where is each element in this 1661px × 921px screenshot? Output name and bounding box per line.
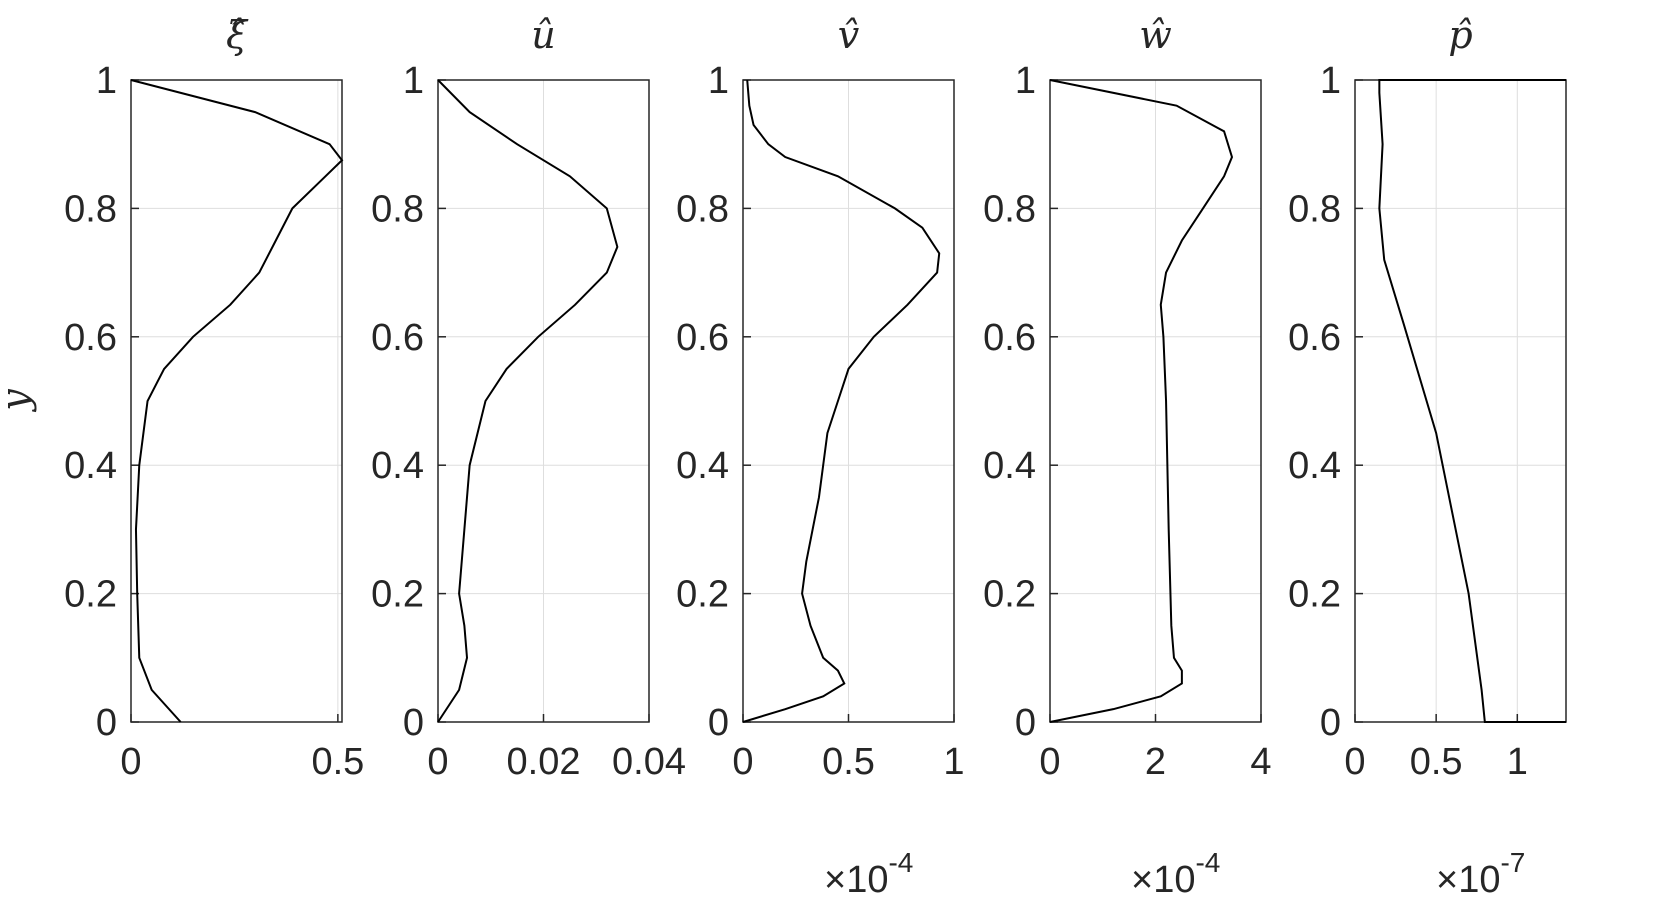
y-tick-label: 0.8	[676, 188, 729, 230]
y-tick-label: 0.2	[676, 574, 729, 616]
x-tick-label: 0.04	[612, 741, 686, 783]
x-exponent: ×10-7	[1436, 847, 1525, 901]
y-tick-label: 0.8	[64, 188, 117, 230]
x-tick-label: 0.5	[1410, 741, 1463, 783]
x-tick-label: 1	[943, 741, 964, 783]
y-tick-label: 0.8	[1288, 188, 1341, 230]
exponent-power: -7	[1500, 847, 1525, 878]
x-tick-label: 0.02	[507, 741, 581, 783]
subplot-title: ξ̂	[226, 13, 249, 57]
y-axis-label: y	[0, 389, 37, 413]
y-tick-label: 0.4	[676, 445, 729, 487]
y-tick-label: 1	[1320, 60, 1341, 102]
x-tick-label: 0	[120, 741, 141, 783]
y-tick-label: 0.6	[371, 317, 424, 359]
profile-line	[742, 79, 941, 723]
x-tick-label: 0	[1039, 741, 1060, 783]
y-tick-label: 0.6	[983, 317, 1036, 359]
y-tick-label: 0	[1320, 702, 1341, 744]
x-tick-label: 0	[732, 741, 753, 783]
y-tick-label: 0.2	[983, 574, 1036, 616]
y-tick-label: 0.6	[1288, 317, 1341, 359]
x-tick-label: 1	[1507, 741, 1528, 783]
y-tick-label: 1	[708, 60, 729, 102]
exponent-power: -4	[1195, 847, 1220, 878]
y-tick-label: 0.4	[1288, 445, 1341, 487]
y-tick-label: 0	[708, 702, 729, 744]
y-tick-label: 0.4	[371, 445, 424, 487]
subplot-title: û	[531, 13, 555, 57]
y-tick-label: 0.6	[676, 317, 729, 359]
profile-line	[437, 79, 619, 723]
axes-box	[1354, 79, 1567, 723]
axes-box	[742, 79, 955, 723]
y-tick-label: 0.4	[983, 445, 1036, 487]
y-tick-label: 1	[96, 60, 117, 102]
exponent-base: ×10	[1131, 859, 1195, 901]
y-tick-label: 0.8	[983, 188, 1036, 230]
y-tick-label: 0.8	[371, 188, 424, 230]
y-tick-label: 0	[403, 702, 424, 744]
exponent-power: -4	[888, 847, 913, 878]
x-tick-label: 0	[427, 741, 448, 783]
x-tick-label: 4	[1250, 741, 1271, 783]
x-tick-label: 2	[1145, 741, 1166, 783]
y-tick-label: 1	[1015, 60, 1036, 102]
y-tick-label: 0.2	[64, 574, 117, 616]
subplot-title: v̂	[838, 13, 860, 57]
y-tick-label: 0	[1015, 702, 1036, 744]
profile-line	[1378, 79, 1566, 723]
x-tick-label: 0.5	[311, 741, 364, 783]
y-tick-label: 0	[96, 702, 117, 744]
subplot-title: ŵ	[1139, 13, 1172, 57]
x-tick-label: 0.5	[822, 741, 875, 783]
x-tick-label: 0	[1344, 741, 1365, 783]
exponent-base: ×10	[1436, 859, 1500, 901]
profile-line	[130, 79, 344, 723]
y-tick-label: 0.2	[1288, 574, 1341, 616]
profile-line	[1049, 79, 1234, 723]
subplot-title: p̂	[1448, 13, 1472, 57]
x-exponent: ×10-4	[1131, 847, 1220, 901]
axes-box	[437, 79, 650, 723]
axes-box	[130, 79, 343, 723]
y-tick-label: 1	[403, 60, 424, 102]
y-tick-label: 0.6	[64, 317, 117, 359]
y-tick-label: 0.2	[371, 574, 424, 616]
axes-box	[1049, 79, 1262, 723]
y-tick-label: 0.4	[64, 445, 117, 487]
exponent-base: ×10	[824, 859, 888, 901]
x-exponent: ×10-4	[824, 847, 913, 901]
